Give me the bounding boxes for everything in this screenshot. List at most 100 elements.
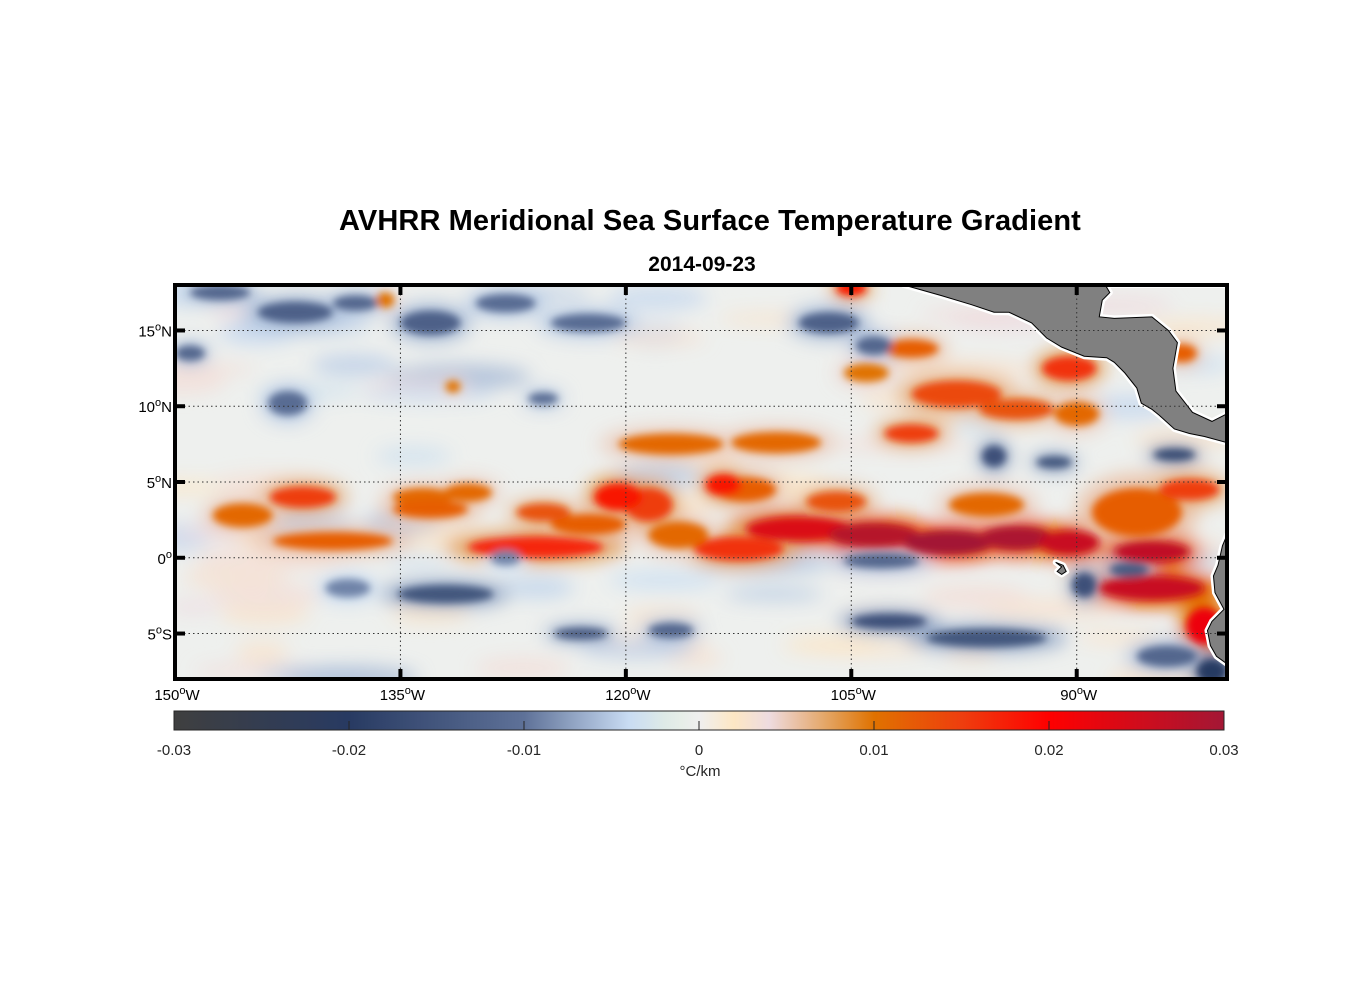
coastline-galapagos	[1055, 561, 1067, 576]
background-texture	[257, 667, 374, 679]
negative-gradient-feature	[798, 312, 859, 334]
background-texture	[782, 635, 881, 655]
positive-gradient-feature	[948, 492, 1025, 517]
positive-gradient-feature	[468, 536, 604, 558]
negative-gradient-feature	[1136, 645, 1197, 667]
positive-gradient-feature	[1114, 541, 1190, 563]
colorbar-ticks: -0.03 -0.02 -0.01 0 0.01 0.02 0.03	[157, 721, 1239, 759]
background-texture	[311, 354, 397, 377]
positive-gradient-feature	[376, 292, 395, 308]
background-texture	[921, 584, 1028, 610]
positive-gradient-feature	[843, 363, 889, 382]
negative-gradient-feature	[475, 294, 536, 313]
background-texture	[613, 330, 706, 346]
axis-ticks	[173, 285, 1227, 679]
background-texture	[607, 286, 708, 310]
background-texture	[608, 570, 720, 590]
background-texture	[219, 604, 310, 625]
y-tick-label: 0o	[158, 549, 172, 568]
chart-title: AVHRR Meridional Sea Surface Temperature…	[339, 205, 1081, 237]
negative-gradient-feature	[550, 313, 626, 332]
negative-gradient-feature	[1072, 572, 1097, 598]
background-texture	[474, 657, 571, 679]
positive-gradient-feature	[979, 398, 1055, 420]
x-tick-label: 90oW	[1060, 685, 1098, 704]
positive-gradient-feature	[1039, 530, 1100, 555]
colorbar-tick-label: 0	[695, 742, 703, 759]
background-texture	[235, 641, 289, 663]
positive-gradient-feature	[392, 500, 469, 519]
colorbar-tick-label: -0.01	[507, 742, 541, 759]
gradient-feature-layer	[175, 285, 1227, 679]
negative-gradient-feature	[851, 613, 927, 629]
positive-gradient-feature	[618, 433, 724, 455]
colorbar: -0.03 -0.02 -0.01 0 0.01 0.02 0.03	[157, 710, 1239, 759]
y-tick-label: 5oS	[148, 625, 172, 644]
x-tick-label: 135oW	[380, 685, 426, 704]
background-texture	[501, 576, 575, 599]
x-tick-label: 150oW	[154, 685, 200, 704]
negative-gradient-feature	[1109, 562, 1149, 578]
positive-gradient-feature	[550, 513, 626, 536]
positive-gradient-feature	[516, 503, 571, 522]
colorbar-tick-label: 0.03	[1209, 742, 1238, 759]
negative-gradient-feature	[257, 301, 333, 323]
negative-gradient-feature	[397, 585, 494, 604]
negative-gradient-feature	[175, 345, 206, 361]
positive-gradient-feature	[212, 503, 273, 528]
plot-area	[175, 285, 1227, 679]
positive-gradient-feature	[806, 491, 867, 513]
x-tick-label: 120oW	[605, 685, 651, 704]
positive-gradient-feature	[746, 516, 852, 542]
positive-gradient-feature	[648, 521, 709, 549]
colorbar-tick-label: -0.03	[157, 742, 191, 759]
negative-gradient-feature	[400, 310, 461, 336]
background-texture	[360, 387, 495, 402]
positive-gradient-feature	[693, 536, 784, 561]
positive-gradient-feature	[1091, 488, 1182, 537]
colorbar-tick-label: 0.01	[859, 742, 888, 759]
y-axis-labels: 15oN 10oN 5oN 0o 5oS	[138, 321, 172, 643]
positive-gradient-feature	[269, 486, 336, 508]
background-texture	[580, 640, 696, 659]
colorbar-tick-label: -0.02	[332, 742, 366, 759]
background-texture	[724, 587, 824, 601]
y-tick-label: 10oN	[138, 397, 172, 416]
y-tick-label: 15oN	[138, 321, 172, 340]
negative-gradient-feature	[1196, 659, 1227, 679]
x-axis-labels: 150oW 135oW 120oW 105oW 90oW	[154, 685, 1098, 704]
positive-gradient-feature	[1159, 478, 1220, 501]
negative-gradient-feature	[1036, 456, 1073, 469]
negative-gradient-feature	[926, 628, 1047, 648]
positive-gradient-feature	[979, 525, 1055, 551]
chart-subtitle: 2014-09-23	[648, 253, 756, 276]
positive-gradient-feature	[594, 483, 643, 511]
x-tick-label: 105oW	[831, 685, 877, 704]
negative-gradient-feature	[982, 445, 1007, 467]
positive-gradient-feature	[1042, 356, 1097, 381]
y-tick-label: 5oN	[147, 473, 172, 492]
positive-gradient-feature	[272, 532, 393, 551]
negative-gradient-feature	[528, 392, 559, 405]
positive-gradient-feature	[444, 483, 493, 502]
background-texture	[375, 446, 452, 466]
coastline-central-america	[903, 285, 1227, 444]
positive-gradient-feature	[1054, 401, 1100, 426]
positive-gradient-feature	[445, 380, 461, 393]
background-texture	[175, 600, 220, 614]
background-texture	[183, 564, 287, 592]
negative-gradient-feature	[843, 553, 919, 569]
negative-gradient-feature	[190, 285, 251, 301]
positive-gradient-feature	[731, 431, 822, 454]
background-texture	[175, 362, 256, 376]
negative-gradient-feature	[325, 578, 371, 598]
negative-gradient-feature	[490, 550, 521, 566]
colorbar-tick-label: 0.02	[1034, 742, 1063, 759]
positive-gradient-feature	[911, 380, 1002, 408]
colorbar-unit-label: °C/km	[679, 763, 721, 780]
background-texture	[1077, 631, 1167, 644]
negative-gradient-feature	[855, 336, 892, 355]
positive-gradient-feature	[884, 339, 939, 358]
positive-gradient-feature	[884, 424, 939, 443]
